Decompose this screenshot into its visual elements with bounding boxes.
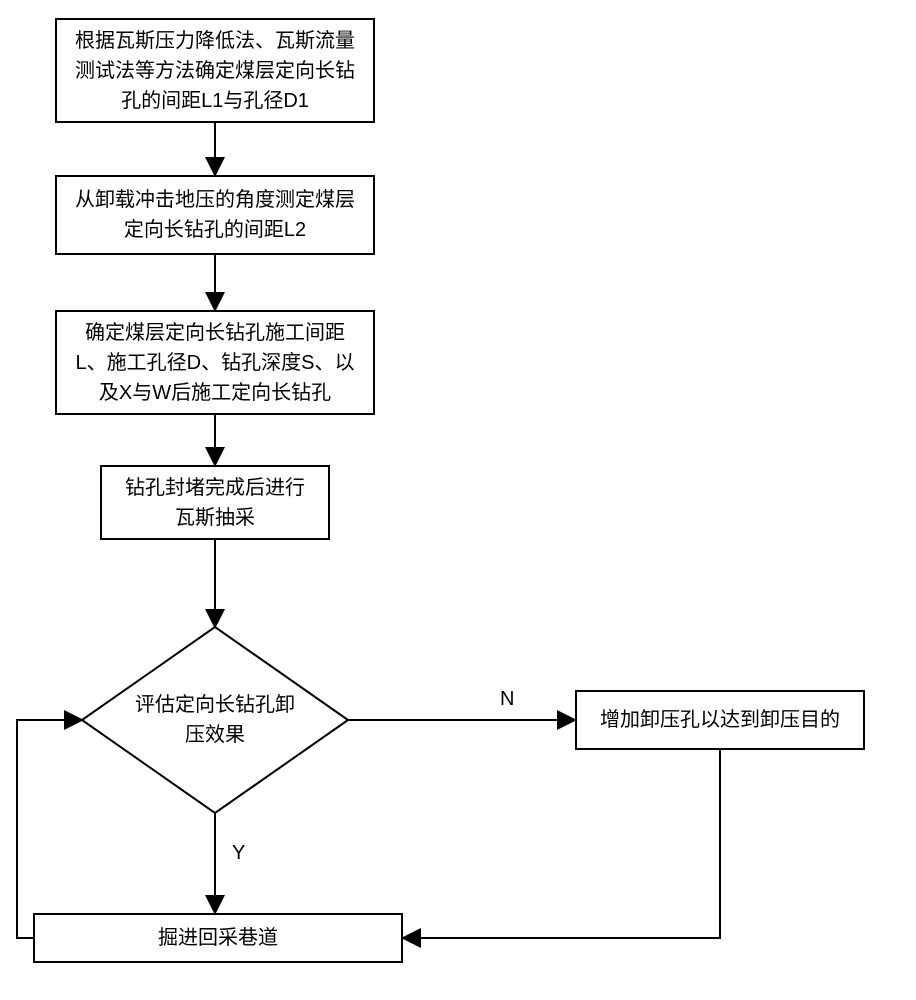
step1-box: 根据瓦斯压力降低法、瓦斯流量测试法等方法确定煤层定向长钻孔的间距L1与孔径D1 [55, 18, 375, 123]
step4-box: 钻孔封堵完成后进行瓦斯抽采 [100, 465, 330, 540]
step6-box: 增加卸压孔以达到卸压目的 [575, 690, 865, 750]
step4-text: 钻孔封堵完成后进行瓦斯抽采 [116, 473, 314, 533]
step5-text: 评估定向长钻孔卸压效果 [130, 690, 300, 750]
step2-text: 从卸载冲击地压的角度测定煤层定向长钻孔的间距L2 [71, 185, 359, 245]
flowchart-container: 根据瓦斯压力降低法、瓦斯流量测试法等方法确定煤层定向长钻孔的间距L1与孔径D1 … [0, 0, 916, 1000]
step6-text: 增加卸压孔以达到卸压目的 [600, 705, 840, 735]
step1-text: 根据瓦斯压力降低法、瓦斯流量测试法等方法确定煤层定向长钻孔的间距L1与孔径D1 [71, 26, 359, 116]
edge-label-yes: Y [230, 842, 247, 865]
label-yes-text: Y [232, 842, 245, 864]
edge-label-no: N [498, 688, 516, 711]
step3-box: 确定煤层定向长钻孔施工间距L、施工孔径D、钻孔深度S、以及X与W后施工定向长钻孔 [55, 310, 375, 415]
step7-text: 掘进回采巷道 [158, 923, 278, 953]
step7-box: 掘进回采巷道 [33, 913, 403, 963]
step2-box: 从卸载冲击地压的角度测定煤层定向长钻孔的间距L2 [55, 175, 375, 255]
label-no-text: N [500, 688, 514, 710]
step3-text: 确定煤层定向长钻孔施工间距L、施工孔径D、钻孔深度S、以及X与W后施工定向长钻孔 [71, 318, 359, 408]
decision-diamond: 评估定向长钻孔卸压效果 [82, 627, 348, 813]
